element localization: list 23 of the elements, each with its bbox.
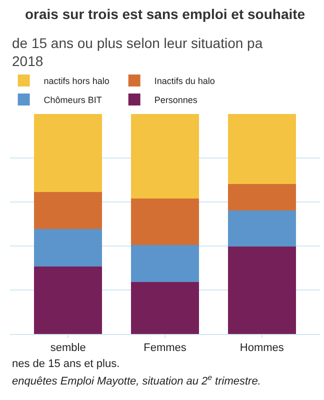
bar xyxy=(131,282,199,334)
bar xyxy=(34,114,102,192)
bar xyxy=(228,210,296,247)
text: enquêtes Emploi Mayotte, situation au 2$^{e}$ trimestre. xyxy=(12,373,261,388)
chart-subtitle: de 15 ans ou plus selon leur situation pa 2018 xyxy=(12,35,263,70)
bar xyxy=(34,229,102,267)
bar xyxy=(131,245,199,282)
bar xyxy=(228,246,296,334)
legend-label: Inactifs du halo xyxy=(154,76,215,86)
legend-label: Personnes xyxy=(154,95,198,106)
legend-label: nactifs hors halo xyxy=(44,76,110,86)
legend-label: Chômeurs BIT xyxy=(44,95,102,106)
chart-title: orais sur trois est sans emploi et souhaite xyxy=(25,6,306,22)
bar xyxy=(228,114,296,184)
bar xyxy=(34,192,102,230)
x-tick-label: Femmes xyxy=(144,342,187,354)
bar xyxy=(131,114,199,198)
bar xyxy=(228,184,296,211)
text: nes de 15 ans et plus. xyxy=(12,358,120,370)
x-tick-label: Hommes xyxy=(240,342,284,354)
bar xyxy=(34,266,102,334)
bar xyxy=(131,198,199,246)
x-tick-label: semble xyxy=(50,342,86,354)
